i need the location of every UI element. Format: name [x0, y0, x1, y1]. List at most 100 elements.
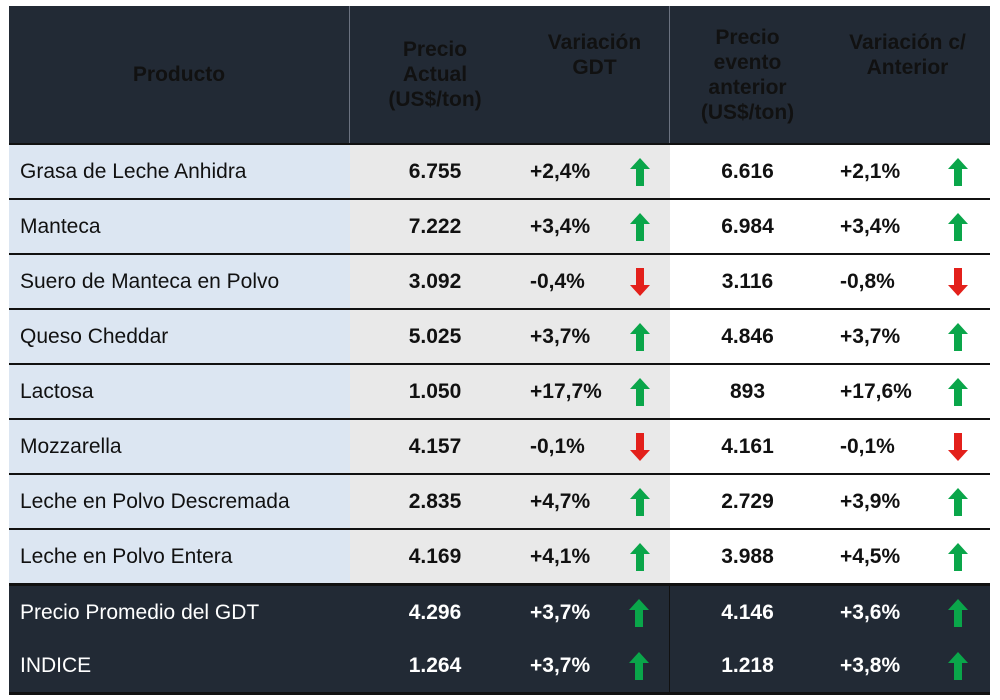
gdt-variation: +4,7% — [520, 475, 670, 528]
arrow-up-icon — [629, 652, 649, 680]
arrow-up-icon — [948, 542, 968, 571]
previous-variation: +2,1% — [825, 145, 990, 198]
gdt-variation: +3,7% — [520, 310, 670, 363]
table-row: Precio Promedio del GDT 4.296 +3,7% 4.14… — [9, 585, 990, 640]
previous-variation: -0,1% — [825, 420, 990, 473]
header-line: anterior — [708, 75, 787, 99]
gdt-variation-value: +3,4% — [530, 214, 591, 238]
current-price: 4.169 — [350, 530, 520, 583]
previous-variation: +3,4% — [825, 200, 990, 253]
previous-variation: +17,6% — [825, 365, 990, 418]
table-row: Mozzarella 4.157 -0,1% 4.161 -0,1% — [9, 420, 990, 475]
header-precio-anterior: Precio evento anterior (US$/ton) — [670, 6, 825, 143]
gdt-variation-value: -0,1% — [530, 434, 585, 458]
header-line: Anterior — [866, 55, 949, 79]
current-price: 1.050 — [350, 365, 520, 418]
previous-price: 3.116 — [670, 255, 825, 308]
previous-variation-value: +2,1% — [840, 159, 901, 183]
previous-price: 6.984 — [670, 200, 825, 253]
gdt-variation-value: -0,4% — [530, 269, 585, 293]
arrow-down-icon — [948, 432, 968, 461]
arrow-up-icon — [948, 652, 968, 680]
product-name: Suero de Manteca en Polvo — [9, 255, 350, 308]
arrow-up-icon — [630, 487, 650, 516]
arrow-up-icon — [629, 599, 649, 627]
arrow-up-icon — [948, 212, 968, 241]
previous-variation-value: +17,6% — [840, 379, 912, 403]
header-variacion-anterior: Variación c/Anterior — [825, 6, 990, 143]
gdt-variation-value: +2,4% — [530, 159, 591, 183]
header-line: (US$/ton) — [388, 88, 482, 111]
gdt-variation: +17,7% — [520, 365, 670, 418]
gdt-variation: +3,4% — [520, 200, 670, 253]
product-name: Manteca — [9, 200, 350, 253]
table-header: Producto Precio Actual (US$/ton) Variación… — [9, 6, 990, 145]
product-name: Mozzarella — [9, 420, 350, 473]
current-price: 3.092 — [350, 255, 520, 308]
previous-variation: +4,5% — [825, 530, 990, 583]
current-price: 4.296 — [350, 586, 520, 640]
previous-variation: -0,8% — [825, 255, 990, 308]
previous-variation: +3,7% — [825, 310, 990, 363]
table-row: Leche en Polvo Entera 4.169 +4,1% 3.988 … — [9, 530, 990, 585]
product-name: Lactosa — [9, 365, 350, 418]
arrow-up-icon — [948, 157, 968, 186]
product-name: Leche en Polvo Descremada — [9, 475, 350, 528]
header-line: Variación — [547, 30, 642, 54]
gdt-variation: +3,7% — [520, 640, 670, 692]
table-row: Manteca 7.222 +3,4% 6.984 +3,4% — [9, 200, 990, 255]
current-price: 1.264 — [350, 640, 520, 692]
previous-variation-value: +3,9% — [840, 489, 901, 513]
previous-variation-value: +3,6% — [840, 601, 901, 624]
current-price: 6.755 — [350, 145, 520, 198]
header-variacion-gdt: Variación GDT — [520, 6, 670, 143]
arrow-up-icon — [948, 377, 968, 406]
arrow-down-icon — [630, 432, 650, 461]
header-line: Precio — [402, 38, 468, 61]
gdt-variation-value: +3,7% — [530, 324, 591, 348]
previous-price: 893 — [670, 365, 825, 418]
header-producto: Producto — [9, 6, 350, 143]
current-price: 4.157 — [350, 420, 520, 473]
product-name: Leche en Polvo Entera — [9, 530, 350, 583]
table-row: Queso Cheddar 5.025 +3,7% 4.846 +3,7% — [9, 310, 990, 365]
header-line: Actual — [402, 63, 468, 86]
product-name: Precio Promedio del GDT — [9, 586, 350, 640]
current-price: 2.835 — [350, 475, 520, 528]
gdt-price-table: Producto Precio Actual (US$/ton) Variación… — [9, 6, 990, 695]
header-line: (US$/ton) — [700, 100, 795, 124]
arrow-down-icon — [630, 267, 650, 296]
table-row: Lactosa 1.050 +17,7% 893 +17,6% — [9, 365, 990, 420]
table-row: Leche en Polvo Descremada 2.835 +4,7% 2.… — [9, 475, 990, 530]
previous-variation-value: +4,5% — [840, 544, 901, 568]
header-line: Precio — [715, 25, 780, 49]
header-line: Variación c/ — [849, 30, 966, 54]
previous-variation: +3,8% — [825, 640, 990, 692]
product-name: Queso Cheddar — [9, 310, 350, 363]
arrow-up-icon — [948, 322, 968, 351]
previous-price: 4.161 — [670, 420, 825, 473]
header-line: evento — [713, 50, 782, 74]
product-name: Grasa de Leche Anhidra — [9, 145, 350, 198]
previous-variation-value: +3,8% — [840, 654, 901, 677]
gdt-variation: +2,4% — [520, 145, 670, 198]
gdt-variation-value: +3,7% — [530, 601, 591, 624]
arrow-down-icon — [948, 267, 968, 296]
gdt-variation-value: +17,7% — [530, 379, 602, 403]
previous-price: 2.729 — [670, 475, 825, 528]
table-row: Grasa de Leche Anhidra 6.755 +2,4% 6.616… — [9, 145, 990, 200]
previous-price: 6.616 — [670, 145, 825, 198]
header-line: GDT — [572, 55, 617, 79]
gdt-variation-value: +3,7% — [530, 654, 591, 677]
table-row: INDICE 1.264 +3,7% 1.218 +3,8% — [9, 640, 990, 695]
previous-price: 3.988 — [670, 530, 825, 583]
header-precio-actual: Precio Actual (US$/ton) — [350, 6, 520, 143]
table-row: Suero de Manteca en Polvo 3.092 -0,4% 3.… — [9, 255, 990, 310]
arrow-up-icon — [630, 212, 650, 241]
gdt-variation-value: +4,1% — [530, 544, 591, 568]
header-line: Producto — [132, 63, 226, 86]
arrow-up-icon — [630, 542, 650, 571]
gdt-variation-value: +4,7% — [530, 489, 591, 513]
previous-variation-value: -0,1% — [840, 434, 895, 458]
arrow-up-icon — [630, 377, 650, 406]
